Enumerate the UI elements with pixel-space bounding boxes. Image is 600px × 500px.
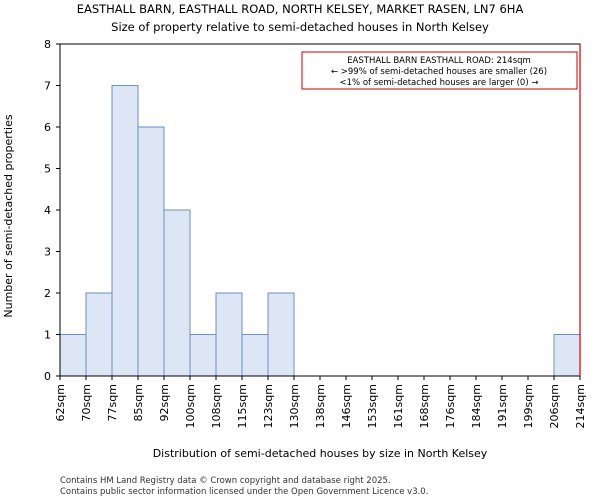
y-ticks: 0 1 2 3 4 5 6 7 8 — [44, 38, 60, 383]
x-tick-label: 85sqm — [132, 384, 145, 421]
x-tick-label: 123sqm — [262, 384, 275, 428]
y-tick-label: 0 — [44, 370, 51, 383]
bar-85sqm — [137, 126, 165, 377]
y-tick-label: 7 — [44, 80, 51, 93]
x-tick-label: 138sqm — [314, 384, 327, 428]
annotation-line-1: EASTHALL BARN EASTHALL ROAD: 214sqm — [347, 56, 531, 66]
bar-100sqm — [189, 334, 217, 377]
x-tick-label: 191sqm — [496, 384, 509, 428]
x-tick-label: 62sqm — [54, 384, 67, 421]
x-tick-label: 100sqm — [184, 384, 197, 428]
x-tick-label: 108sqm — [210, 384, 223, 428]
x-tick-label: 77sqm — [106, 384, 119, 421]
y-tick-label: 6 — [44, 121, 51, 134]
x-tick-label: 115sqm — [236, 384, 249, 428]
x-tick-label: 206sqm — [548, 384, 561, 428]
x-tick-label: 146sqm — [340, 384, 353, 428]
x-tick-label: 70sqm — [80, 384, 93, 421]
y-tick-label: 1 — [44, 329, 51, 342]
x-tick-label: 176sqm — [444, 384, 457, 428]
chart-title: EASTHALL BARN, EASTHALL ROAD, NORTH KELS… — [77, 2, 524, 16]
x-tick-label: 130sqm — [288, 384, 301, 428]
bar-206sqm — [553, 334, 581, 377]
bar-123sqm — [267, 292, 295, 377]
bar-62sqm — [59, 334, 87, 377]
bar-108sqm — [215, 292, 243, 377]
x-axis-label: Distribution of semi-detached houses by … — [153, 447, 488, 460]
x-tick-label: 214sqm — [574, 384, 587, 428]
annotation-line-3: <1% of semi-detached houses are larger (… — [340, 78, 539, 88]
footer-line-2: Contains public sector information licen… — [60, 487, 428, 497]
x-ticks: 62sqm 70sqm 77sqm 85sqm 92sqm 100sqm 108sqm 115… — [54, 376, 587, 428]
y-axis-label: Number of semi-detached properties — [2, 114, 15, 317]
y-tick-label: 3 — [44, 246, 51, 259]
y-tick-label: 8 — [44, 38, 51, 51]
bar-77sqm — [111, 85, 139, 377]
y-tick-label: 5 — [44, 163, 51, 176]
chart-subtitle: Size of property relative to semi-detach… — [111, 20, 489, 34]
x-tick-label: 168sqm — [418, 384, 431, 428]
footer-line-1: Contains HM Land Registry data © Crown c… — [60, 476, 391, 486]
x-tick-label: 92sqm — [158, 384, 171, 421]
x-tick-label: 153sqm — [366, 384, 379, 428]
x-tick-label: 184sqm — [470, 384, 483, 428]
annotation-line-2: ← >99% of semi-detached houses are small… — [331, 67, 547, 77]
bar-92sqm — [163, 209, 191, 377]
y-tick-label: 4 — [44, 204, 51, 217]
bar-115sqm — [241, 334, 269, 377]
x-tick-label: 199sqm — [522, 384, 535, 428]
bar-70sqm — [85, 292, 113, 377]
bars-group — [59, 85, 581, 377]
y-tick-label: 2 — [44, 287, 51, 300]
x-tick-label: 161sqm — [392, 384, 405, 428]
annotation-box: EASTHALL BARN EASTHALL ROAD: 214sqm ← >9… — [301, 51, 578, 90]
